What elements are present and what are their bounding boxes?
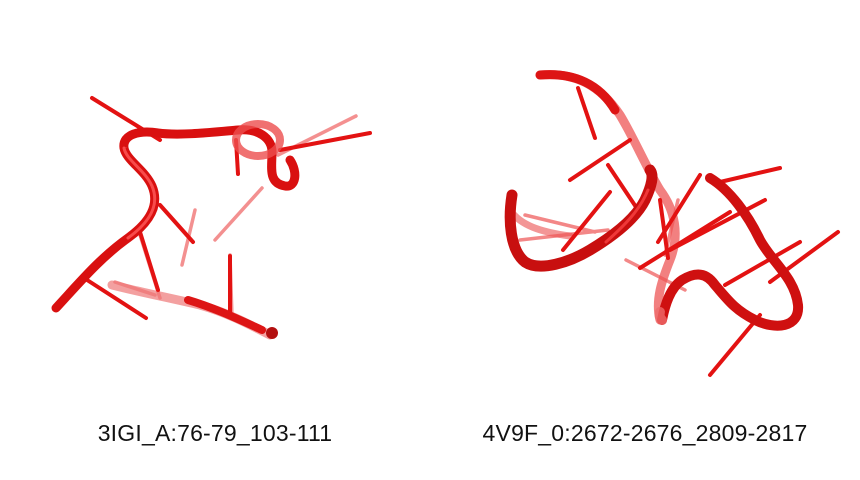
structure-panel-right: 4V9F_0:2672-2676_2809-2817 — [430, 0, 860, 480]
structure-panel-left: 3IGI_A:76-79_103-111 — [51, 96, 372, 446]
rna-cartoon-right — [504, 70, 840, 377]
structure-label: 4V9F_0:2672-2676_2809-2817 — [482, 420, 808, 446]
rna-cartoon-left — [51, 96, 372, 340]
structure-label: 3IGI_A:76-79_103-111 — [97, 420, 333, 446]
